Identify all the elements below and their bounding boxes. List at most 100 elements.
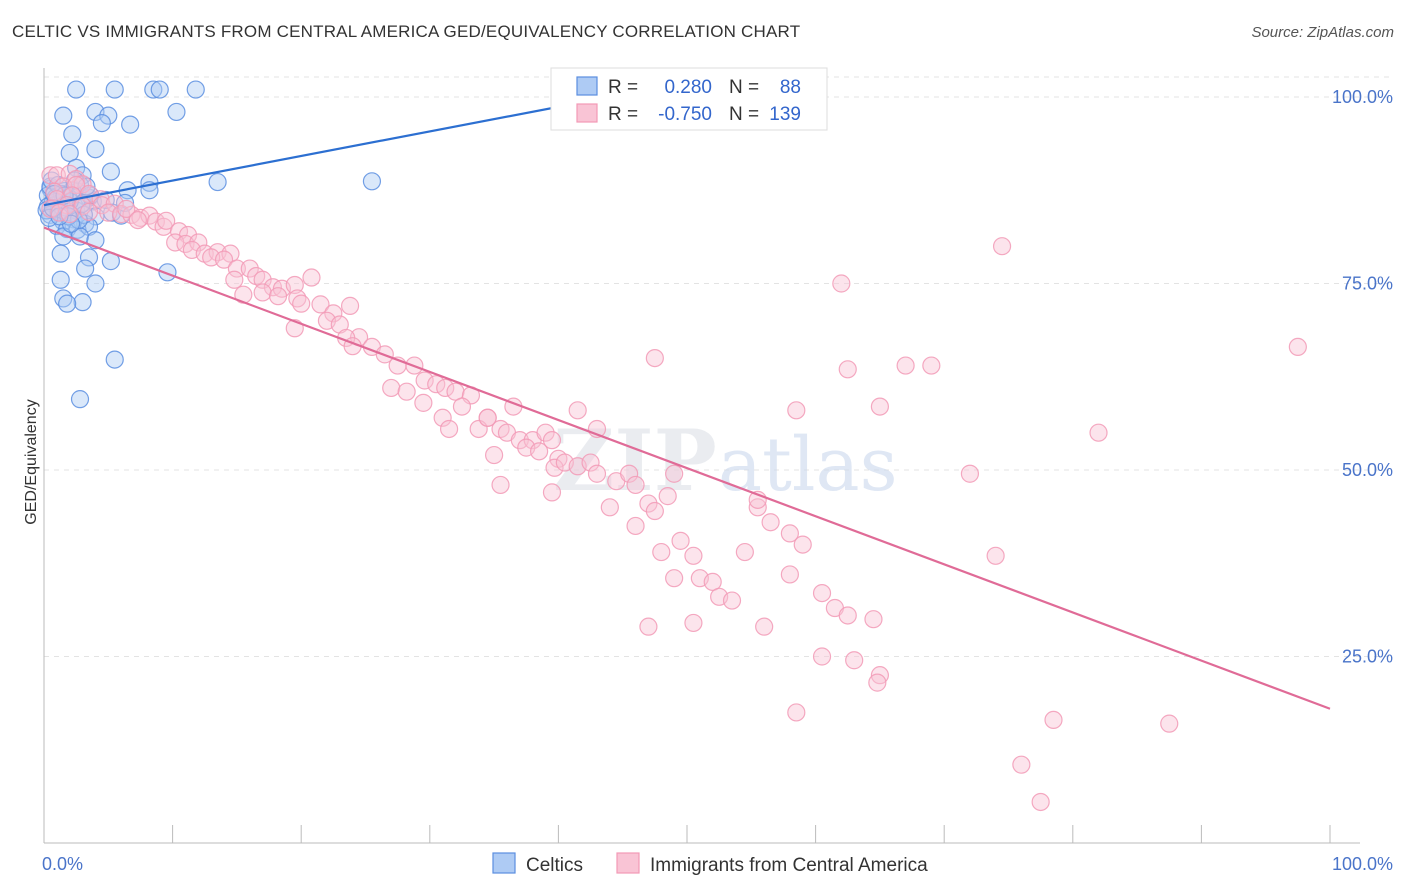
- point-immigrants-145: [986, 546, 1005, 565]
- point-immigrants-53: [268, 287, 288, 306]
- point-immigrants-150: [1160, 714, 1179, 733]
- point-celtics-52: [51, 244, 70, 263]
- point-immigrants-144: [960, 464, 980, 483]
- legend-label-celtics: Celtics: [526, 855, 583, 876]
- source-label: Source: ZipAtlas.com: [1251, 24, 1394, 41]
- point-immigrants-127: [780, 524, 799, 543]
- point-immigrants-146: [992, 237, 1012, 256]
- point-immigrants-152: [1031, 792, 1050, 812]
- point-immigrants-106: [600, 498, 619, 517]
- point-immigrants-114: [671, 531, 690, 550]
- point-immigrants-8: [45, 182, 64, 201]
- point-immigrants-124: [748, 498, 767, 517]
- point-immigrants-147: [1012, 755, 1031, 774]
- point-immigrants-46: [253, 270, 272, 289]
- stats-r-value-celtics: 0.280: [664, 77, 712, 98]
- stats-n-value-celtics: 88: [780, 77, 801, 98]
- point-celtics-10: [92, 114, 111, 133]
- point-celtics-53: [79, 248, 99, 267]
- point-celtics-63: [70, 390, 90, 409]
- point-celtics-1: [105, 80, 124, 99]
- point-immigrants-27: [128, 210, 147, 230]
- point-immigrants-142: [896, 356, 915, 375]
- point-immigrants-20: [79, 202, 99, 221]
- trend-line-immigrants: [43, 226, 1331, 710]
- point-immigrants-72: [397, 382, 416, 401]
- point-celtics-0: [67, 80, 86, 99]
- point-immigrants-139: [868, 673, 887, 692]
- y-tick-label-3: 100.0%: [1332, 87, 1393, 107]
- point-immigrants-22: [112, 205, 131, 224]
- point-immigrants-143: [922, 356, 941, 375]
- point-immigrants-132: [787, 703, 806, 722]
- point-immigrants-57: [324, 304, 343, 323]
- point-celtics-20: [362, 172, 382, 191]
- point-immigrants-26: [117, 199, 136, 218]
- point-immigrants-136: [845, 651, 864, 670]
- point-immigrants-105: [645, 501, 664, 521]
- point-immigrants-49: [285, 275, 304, 295]
- bottom-legend: Celtics Immigrants from Central America: [492, 852, 928, 876]
- point-immigrants-47: [263, 278, 283, 297]
- point-immigrants-76: [414, 393, 433, 412]
- trend-line-celtics: [43, 95, 611, 207]
- point-immigrants-102: [639, 494, 658, 513]
- point-immigrants-30: [157, 211, 176, 230]
- point-immigrants-100: [626, 475, 645, 495]
- point-immigrants-154: [832, 274, 851, 293]
- point-immigrants-42: [227, 259, 246, 278]
- point-celtics-5: [54, 106, 73, 125]
- point-immigrants-110: [645, 349, 664, 368]
- point-celtics-56: [158, 263, 177, 282]
- point-immigrants-137: [864, 610, 883, 629]
- y-tick-label-1: 50.0%: [1342, 460, 1393, 480]
- point-immigrants-122: [722, 591, 742, 610]
- point-celtics-60: [73, 293, 92, 312]
- point-immigrants-44: [225, 270, 244, 289]
- point-immigrants-140: [838, 360, 857, 379]
- point-celtics-19: [208, 172, 227, 192]
- stats-legend: R = 0.280 N = 88 R = -0.750 N = 139: [550, 67, 828, 131]
- point-immigrants-89: [542, 431, 562, 450]
- point-immigrants-35: [189, 233, 208, 252]
- point-immigrants-78: [433, 408, 452, 427]
- point-immigrants-135: [812, 647, 832, 666]
- legend-label-immigrants: Immigrants from Central America: [650, 855, 928, 876]
- point-celtics-11: [121, 115, 140, 134]
- grid-layer: [44, 76, 1390, 657]
- point-immigrants-116: [665, 569, 684, 588]
- stats-r-value-immigrants: -0.750: [658, 104, 712, 125]
- point-immigrants-92: [530, 442, 549, 461]
- point-immigrants-58: [340, 296, 360, 315]
- chart-title: CELTIC VS IMMIGRANTS FROM CENTRAL AMERIC…: [12, 22, 801, 41]
- point-immigrants-112: [491, 475, 510, 495]
- legend-swatch-celtics: [492, 852, 516, 874]
- point-immigrants-41: [214, 250, 234, 269]
- point-immigrants-97: [587, 464, 607, 483]
- point-celtics-4: [186, 80, 205, 99]
- point-immigrants-56: [311, 295, 330, 314]
- point-celtics-57: [51, 270, 70, 289]
- point-immigrants-93: [545, 458, 564, 477]
- point-immigrants-104: [665, 464, 684, 483]
- point-immigrants-130: [812, 583, 832, 603]
- point-immigrants-115: [684, 546, 703, 565]
- stats-r-label-immigrants: R =: [608, 104, 638, 125]
- point-immigrants-134: [838, 606, 857, 625]
- stats-swatch-celtics: [576, 76, 598, 96]
- point-immigrants-77: [452, 397, 472, 416]
- point-immigrants-123: [735, 542, 754, 562]
- point-immigrants-69: [415, 371, 434, 390]
- point-celtics-9: [63, 125, 82, 144]
- point-celtics-58: [86, 274, 105, 293]
- point-immigrants-128: [793, 535, 812, 554]
- point-immigrants-88: [536, 423, 555, 442]
- x-tick-label-1: 100.0%: [1332, 854, 1393, 874]
- point-celtics-3: [150, 80, 169, 99]
- x-tick-label-0: 0.0%: [42, 854, 83, 874]
- stats-n-value-immigrants: 139: [769, 104, 801, 125]
- point-immigrants-70: [427, 375, 446, 394]
- y-tick-label-2: 75.0%: [1342, 274, 1393, 294]
- point-immigrants-96: [581, 453, 600, 472]
- stats-n-label-celtics: N =: [729, 77, 759, 98]
